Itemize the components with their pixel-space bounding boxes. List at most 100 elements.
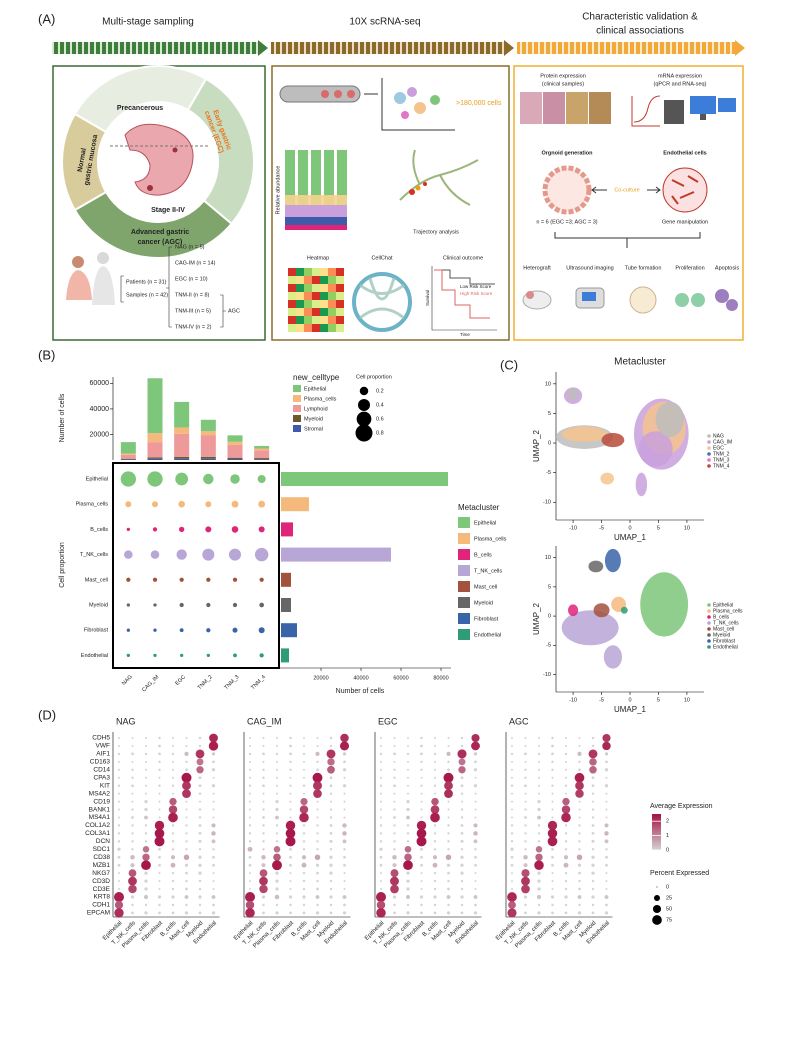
ihc [520, 92, 611, 124]
assay-icons [675, 293, 689, 307]
dot [171, 736, 175, 740]
dot [460, 744, 464, 748]
dot [342, 839, 347, 844]
dot [212, 903, 215, 907]
legend-swatch [458, 581, 470, 592]
dot [406, 744, 410, 747]
dot [285, 820, 296, 831]
y-axis-title: Cell proportion [59, 542, 66, 588]
row-label: Fibroblast [84, 628, 109, 634]
dot [537, 736, 541, 740]
x-tick-label: 80000 [433, 675, 448, 681]
dot [524, 760, 527, 763]
heat-cell [296, 276, 304, 284]
dot [117, 784, 121, 787]
dot [275, 768, 279, 771]
dot [144, 911, 148, 915]
x-tick-label: 40000 [353, 675, 368, 681]
dot [262, 848, 265, 851]
dot [131, 776, 134, 779]
dot [131, 903, 134, 907]
dot [289, 752, 292, 756]
dot [343, 880, 346, 883]
cluster [601, 432, 625, 448]
dot [154, 836, 165, 847]
color-bar [652, 814, 661, 850]
dot [154, 820, 165, 831]
dot [274, 894, 280, 900]
km-axis-label: Time [460, 332, 470, 337]
x-tick-label: -5 [599, 697, 604, 703]
mini-stack [285, 225, 347, 230]
dot [524, 768, 527, 772]
dot [206, 577, 211, 582]
dot [248, 863, 252, 867]
dot [474, 792, 477, 795]
dot [329, 736, 333, 740]
dot [420, 744, 423, 748]
dot [390, 876, 399, 886]
dot [473, 831, 478, 836]
heat-cell [288, 308, 296, 316]
dot [275, 744, 279, 747]
mini-stack [324, 150, 334, 230]
dot [275, 736, 279, 740]
heat-cell [328, 276, 336, 284]
dot [578, 800, 581, 803]
dot [524, 800, 527, 803]
dot [302, 832, 306, 835]
dot [158, 847, 161, 851]
dot [342, 895, 347, 899]
dot [185, 736, 188, 740]
dot [523, 895, 528, 899]
dot [578, 808, 581, 811]
dot [551, 752, 554, 756]
instrument [700, 114, 706, 120]
panel-label: (B) [38, 347, 55, 362]
dot [302, 736, 306, 740]
dot [379, 768, 383, 771]
dot [561, 805, 571, 814]
gene-label: CDH1 [92, 902, 110, 909]
x-axis-title: Number of cells [336, 688, 385, 695]
y-axis-title: UMAP_2 [532, 602, 541, 635]
dot [576, 854, 583, 860]
cellchat-links [359, 277, 405, 320]
dot [275, 824, 279, 827]
panel-label: (D) [38, 707, 56, 722]
legend-label: TNM_2 [713, 451, 730, 457]
dot [144, 744, 148, 747]
dot [131, 752, 134, 756]
dot [117, 744, 121, 747]
dot [343, 872, 346, 875]
dot [232, 577, 238, 582]
dot [329, 903, 333, 907]
dot [314, 854, 321, 860]
endothelial [662, 167, 708, 213]
dot [205, 501, 212, 508]
dot [171, 824, 175, 827]
dot [578, 824, 581, 827]
dot [564, 871, 568, 875]
dot [433, 744, 437, 747]
dot [316, 744, 319, 747]
droplet [334, 90, 342, 98]
bar-segment [200, 431, 216, 436]
dot [259, 577, 264, 582]
dot [262, 903, 265, 907]
dot [420, 792, 423, 795]
dot [510, 808, 514, 811]
charts: (B) (C) Metacluster (D) 200004000060000N… [38, 347, 743, 949]
dot [510, 744, 514, 747]
dot [275, 760, 279, 763]
dot [158, 776, 161, 779]
dot [117, 792, 121, 795]
dot [547, 820, 558, 831]
heat-cell [320, 300, 328, 308]
dot [262, 744, 265, 747]
dot [591, 800, 595, 803]
bar-segment [227, 458, 243, 460]
dot [447, 816, 450, 819]
dot [406, 752, 410, 756]
dot [117, 824, 121, 827]
